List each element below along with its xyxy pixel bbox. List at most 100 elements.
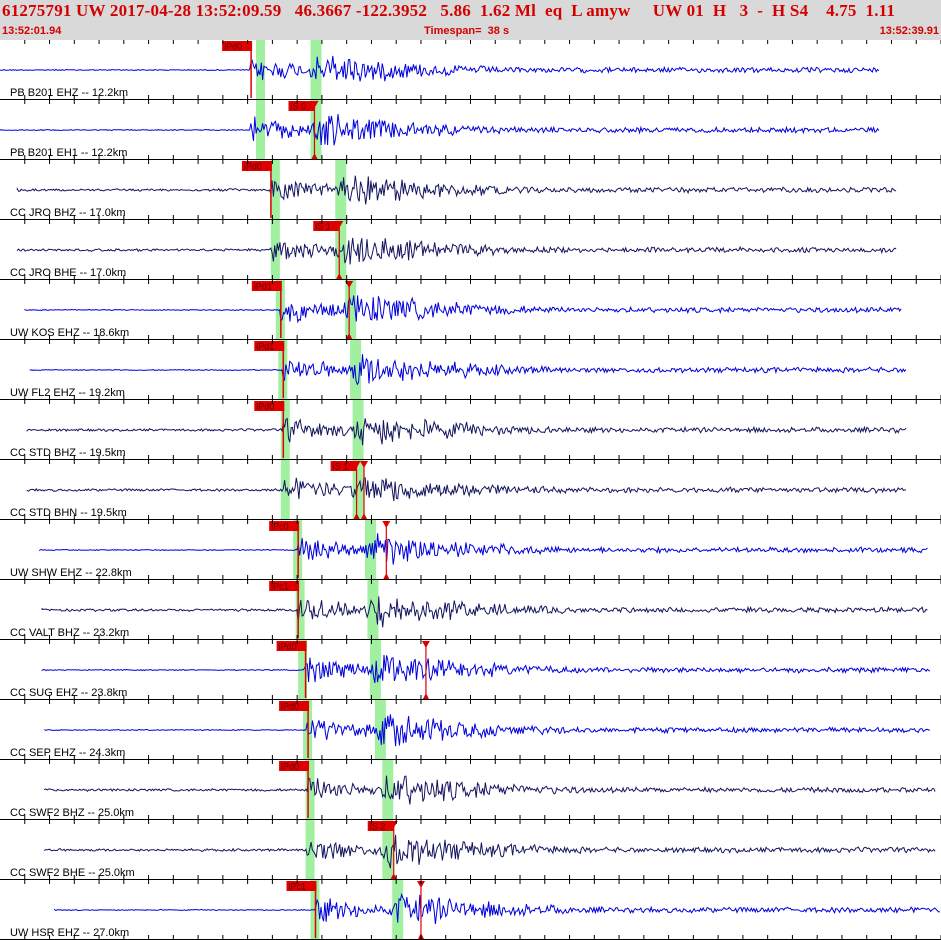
station-label: UW SHW EHZ -- 22.8km: [10, 567, 132, 579]
trace-panel: iS 2 CC SWF2 BHE -- 25.0km: [0, 820, 941, 880]
pick-label: iPc0: [271, 522, 289, 532]
station-label: PB B201 EH1 -- 12.2km: [10, 147, 127, 159]
waveform-line: [41, 654, 931, 684]
s-window-band: [335, 220, 347, 280]
p-window-band: [305, 760, 315, 820]
pick-triangle-top: [310, 101, 319, 108]
waveform-line: [16, 237, 897, 265]
station-label: PB B201 EHZ -- 12.2km: [10, 87, 128, 99]
pick-triangle-bottom: [353, 513, 360, 519]
pick-label-box: [241, 161, 272, 171]
pick-label: iS 0: [290, 102, 306, 112]
end-time: 13:52:39.91: [879, 25, 939, 37]
waveform-line: [29, 354, 907, 386]
seismogram-plot[interactable]: iPd0 PB B201 EHZ -- 12.2km iS 0 PB B201 EH1…: [0, 40, 941, 940]
header-bar: 61275791 UW 2017-04-28 13:52:09.59 46.36…: [0, 0, 941, 40]
station-label: UW FL2 EHZ -- 19.2km: [10, 387, 125, 399]
pick-label-box: [254, 341, 285, 351]
s-window-band: [310, 100, 322, 160]
s-window-band: [345, 280, 357, 340]
pick-label-box: [269, 581, 300, 591]
station-label: UW KOS EHZ -- 18.6km: [10, 327, 129, 339]
event-title: 61275791 UW 2017-04-28 13:52:09.59 46.36…: [2, 1, 896, 20]
trace-panel: iPd0 PB B201 EHZ -- 12.2km: [0, 40, 941, 100]
pick-triangle-top: [382, 521, 391, 528]
pick-label-box: [330, 461, 357, 471]
pick-label-box: [367, 821, 394, 831]
station-label: CC SEP EHZ -- 24.3km: [10, 747, 125, 759]
pick-label: iPd0: [244, 162, 262, 172]
waveform-line: [44, 834, 936, 869]
station-label: CC VALT BHZ -- 23.2km: [10, 627, 129, 639]
trace-panel: iPd1 UW FL2 EHZ -- 19.2km: [0, 340, 941, 400]
waveform-line: [54, 892, 940, 924]
pick-label-box: [254, 401, 285, 411]
s-window-band: [392, 880, 404, 940]
trace-panel: iS 1 CC JRO BHE -- 17.0km: [0, 220, 941, 280]
pick-label-box: [251, 281, 282, 291]
pick-triangle-top: [352, 461, 361, 468]
waveform-line: [44, 775, 936, 805]
pick-label-box: [276, 641, 307, 651]
pick-triangle-bottom: [346, 333, 353, 339]
pick-label: iS 2: [370, 822, 386, 832]
pick-label-box: [313, 221, 340, 231]
pick-triangle-top: [416, 881, 425, 888]
pick-label-box: [222, 41, 253, 51]
pick-label: iPd0: [256, 402, 274, 412]
pick-label: iPc1: [288, 882, 306, 892]
trace-panel: iPc1 CC VALT BHZ -- 23.2km: [0, 580, 941, 640]
trace-panel: iS 1 CC STD BHN -- 19.5km: [0, 460, 941, 520]
pick-label-box: [279, 761, 310, 771]
trace-panel: iPd0 CC SWF2 BHZ -- 25.0km: [0, 760, 941, 820]
station-label: CC STD BHN -- 19.5km: [10, 507, 127, 519]
timespan: Timespan= 38 s: [424, 25, 510, 37]
trace-panel: iPc1 UW HSR EHZ -- 27.0km: [0, 880, 941, 940]
pick-label: iS 1: [315, 222, 331, 232]
trace-panel: iPc0 UW SHW EHZ -- 22.8km: [0, 520, 941, 580]
waveform-line: [16, 175, 897, 205]
station-label: CC SUG EHZ -- 23.8km: [10, 687, 127, 699]
p-window-band: [256, 100, 266, 160]
p-window-band: [295, 580, 305, 640]
pick-triangle-top: [335, 221, 344, 228]
station-label: CC STD BHZ -- 19.5km: [10, 447, 126, 459]
trace-panel: iPd1 UW KOS EHZ -- 18.6km: [0, 280, 941, 340]
station-label: UW HSR EHZ -- 27.0km: [10, 927, 129, 939]
s-window-band: [352, 460, 364, 520]
start-time: 13:52:01.94: [2, 25, 62, 37]
pick-triangle-bottom: [336, 273, 343, 279]
pick-triangle-top: [360, 461, 369, 468]
pick-label: iPd1: [256, 342, 274, 352]
trace-panel: iPd0 CC SUG EHZ -- 23.8km: [0, 640, 941, 700]
station-label: CC JRO BHE -- 17.0km: [10, 267, 126, 279]
pick-triangle-bottom: [390, 873, 397, 879]
waveform-line: [26, 417, 907, 446]
waveform-line: [39, 533, 928, 565]
pick-label: iPd0: [281, 762, 299, 772]
p-window-band: [270, 160, 280, 220]
pick-label: iPd0: [279, 642, 297, 652]
s-window-band: [382, 820, 394, 880]
s-window-band: [374, 700, 386, 760]
trace-panel: iS 0 PB B201 EH1 -- 12.2km: [0, 100, 941, 160]
s-window-band: [335, 160, 347, 220]
waveform-line: [44, 714, 931, 747]
waveform-line: [41, 596, 928, 628]
pick-triangle-bottom: [311, 153, 318, 159]
waveform-line: [0, 55, 880, 82]
trace-panel: iPd0 CC SEP EHZ -- 24.3km: [0, 700, 941, 760]
station-label: CC SWF2 BHZ -- 25.0km: [10, 807, 134, 819]
pick-label: iS 1: [333, 462, 349, 472]
waveform-line: [0, 114, 880, 146]
p-window-band: [280, 400, 290, 460]
pick-triangle-top: [421, 641, 430, 648]
trace-panel: iPd0 CC STD BHZ -- 19.5km: [0, 400, 941, 460]
pick-label: iPd1: [254, 282, 272, 292]
pick-label-box: [288, 101, 315, 111]
pick-label: iPd0: [281, 702, 299, 712]
station-label: CC JRO BHZ -- 17.0km: [10, 207, 126, 219]
pick-label-box: [279, 701, 310, 711]
station-label: CC SWF2 BHE -- 25.0km: [10, 867, 135, 879]
pick-label: iPc1: [271, 582, 289, 592]
